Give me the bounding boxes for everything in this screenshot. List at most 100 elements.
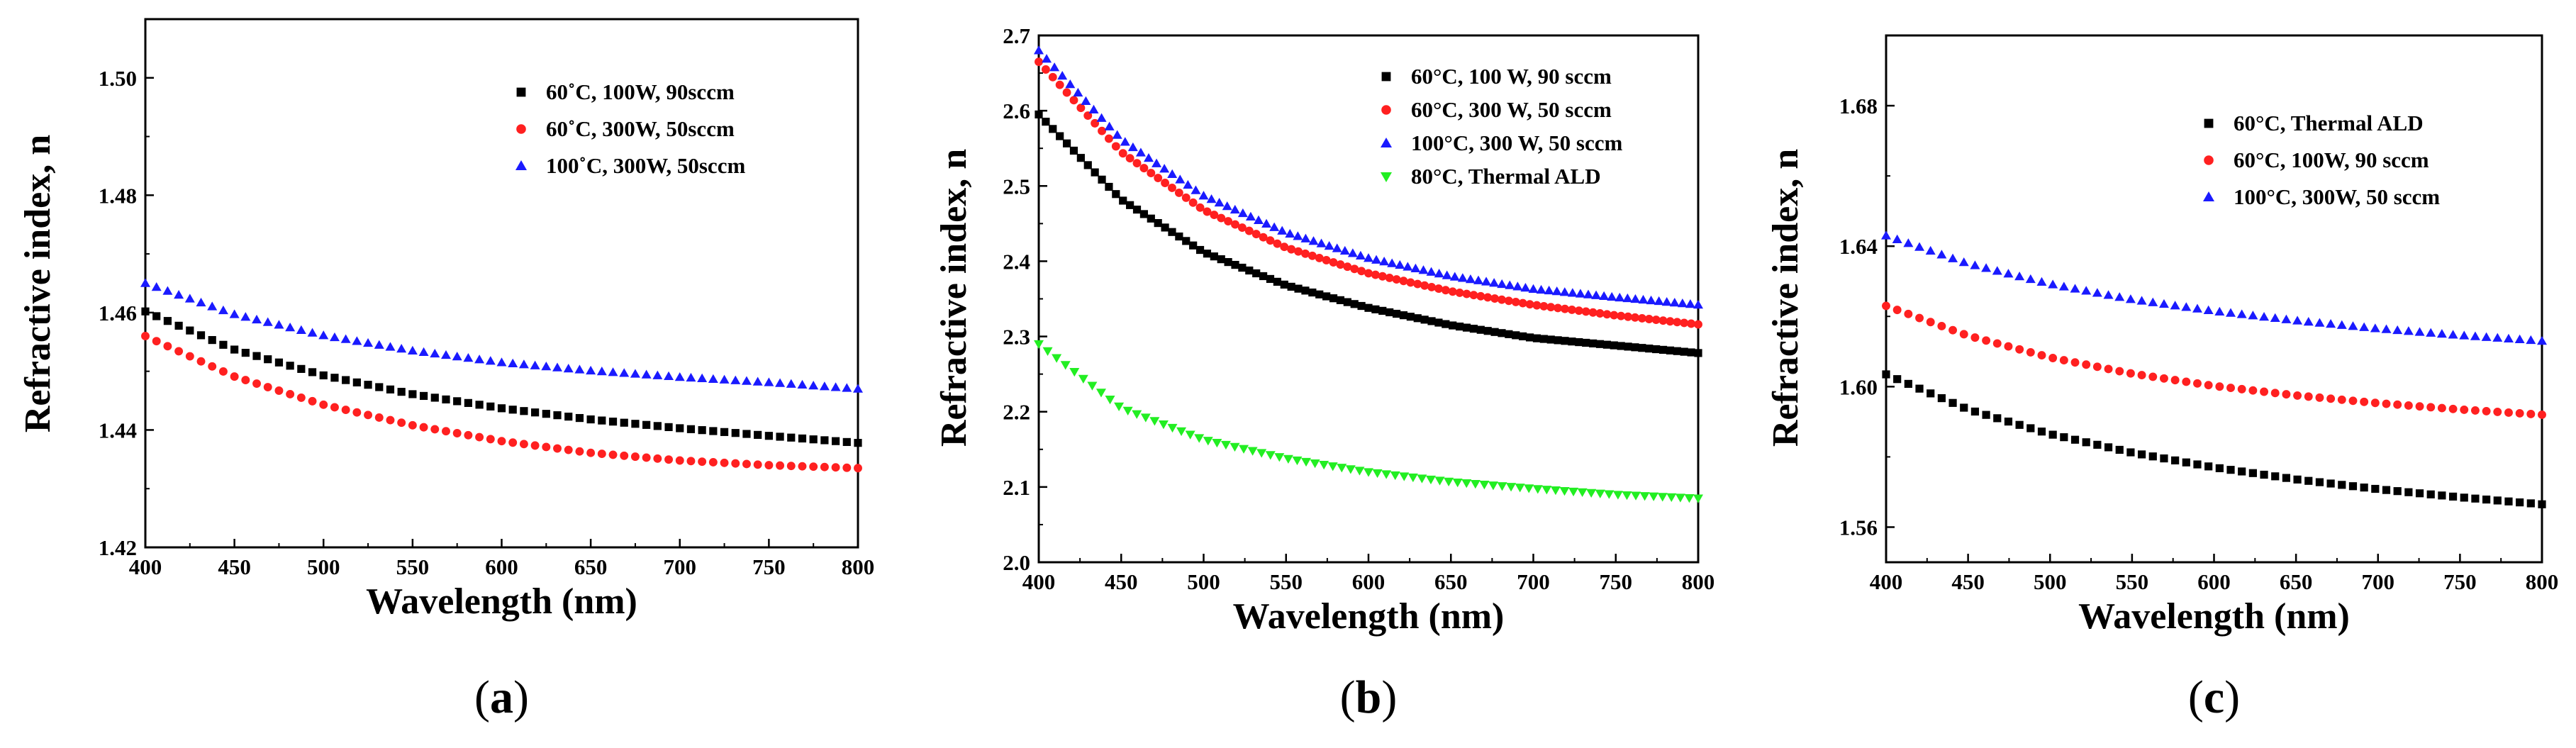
data-point — [1410, 263, 1421, 272]
data-point — [2226, 384, 2235, 393]
data-point — [1294, 247, 1303, 256]
data-point — [809, 462, 818, 471]
x-tick-label: 650 — [574, 554, 608, 579]
data-point — [1139, 164, 1149, 173]
data-point — [686, 372, 696, 382]
data-point — [2092, 288, 2102, 297]
data-point — [1049, 125, 1057, 133]
data-point — [1315, 290, 1324, 298]
data-point — [1536, 284, 1546, 294]
data-point — [1261, 218, 1272, 228]
data-point — [1210, 211, 1219, 219]
data-point — [1381, 470, 1392, 479]
data-point — [1273, 277, 1281, 286]
data-point — [808, 380, 819, 390]
data-point — [1210, 252, 1218, 261]
data-point — [1591, 290, 1602, 299]
data-point — [2193, 460, 2202, 469]
data-point — [1469, 291, 1478, 300]
data-point — [508, 358, 518, 367]
data-point — [1287, 282, 1295, 291]
data-point — [1925, 245, 1936, 255]
data-point — [2092, 362, 2102, 372]
data-point — [1285, 228, 1295, 238]
data-point — [1661, 296, 1672, 306]
y-axis-title: Refractive index, n — [1766, 149, 1806, 447]
data-point — [486, 435, 495, 444]
data-point — [1244, 226, 1254, 235]
data-point — [174, 321, 183, 330]
data-point — [574, 364, 585, 374]
data-point — [2403, 326, 2414, 335]
data-point — [730, 375, 741, 384]
data-point — [1575, 289, 1585, 298]
data-point — [1559, 287, 1570, 296]
panel-label: (c) — [2188, 671, 2240, 723]
data-point — [1615, 292, 1625, 302]
data-point — [1465, 274, 1476, 284]
data-point — [1096, 113, 1107, 122]
data-point — [2036, 277, 2047, 286]
x-tick-label: 550 — [1270, 569, 1303, 594]
data-point — [363, 337, 374, 347]
data-point — [1434, 284, 1443, 294]
data-point — [1230, 204, 1240, 214]
data-point — [1652, 345, 1661, 354]
data-point — [184, 294, 195, 303]
x-tick-label: 450 — [218, 554, 251, 579]
data-point — [620, 418, 628, 427]
data-point — [1528, 284, 1539, 293]
data-point — [252, 379, 261, 388]
data-point — [1631, 313, 1639, 322]
data-point — [1567, 288, 1578, 297]
x-axis-title: Wavelength (nm) — [2078, 596, 2350, 637]
data-point — [2503, 333, 2514, 342]
data-point — [1231, 220, 1239, 229]
data-point — [642, 420, 651, 429]
data-point — [1049, 62, 1060, 72]
data-point — [1427, 317, 1436, 325]
data-point — [719, 374, 730, 384]
data-point — [542, 442, 551, 452]
data-point — [1462, 289, 1471, 298]
data-point — [1147, 214, 1155, 223]
data-point — [1283, 454, 1293, 464]
data-point — [798, 462, 807, 471]
data-point — [330, 403, 339, 412]
series-triangle-down — [1034, 340, 1703, 503]
data-point — [1882, 301, 1890, 311]
data-point — [453, 397, 462, 406]
data-point — [2004, 417, 2013, 426]
data-point — [842, 383, 852, 392]
data-point — [2115, 367, 2124, 376]
data-point — [2125, 294, 2136, 303]
data-point — [575, 447, 584, 456]
data-point — [2504, 408, 2513, 417]
data-point — [708, 374, 718, 383]
data-point — [1937, 393, 1946, 403]
data-point — [854, 464, 862, 473]
data-point — [608, 367, 618, 376]
data-point — [297, 364, 306, 373]
data-point — [2414, 327, 2425, 336]
data-point — [1266, 274, 1275, 284]
y-tick-label: 1.42 — [99, 535, 137, 560]
data-point — [1639, 492, 1650, 501]
data-point — [2448, 492, 2458, 501]
data-point — [1062, 88, 1071, 97]
data-point — [2060, 433, 2068, 442]
x-tick-label: 800 — [1682, 569, 1715, 594]
data-point — [1582, 338, 1590, 347]
y-tick-label: 1.60 — [1839, 374, 1878, 399]
data-point — [2182, 377, 2191, 386]
data-point — [1449, 272, 1460, 281]
data-point — [1118, 149, 1127, 158]
data-point — [1469, 325, 1478, 333]
data-point — [2204, 462, 2213, 471]
data-point — [318, 330, 329, 340]
data-point — [1083, 111, 1093, 120]
data-point — [1525, 333, 1534, 342]
data-point — [174, 347, 184, 356]
data-point — [1568, 487, 1579, 497]
